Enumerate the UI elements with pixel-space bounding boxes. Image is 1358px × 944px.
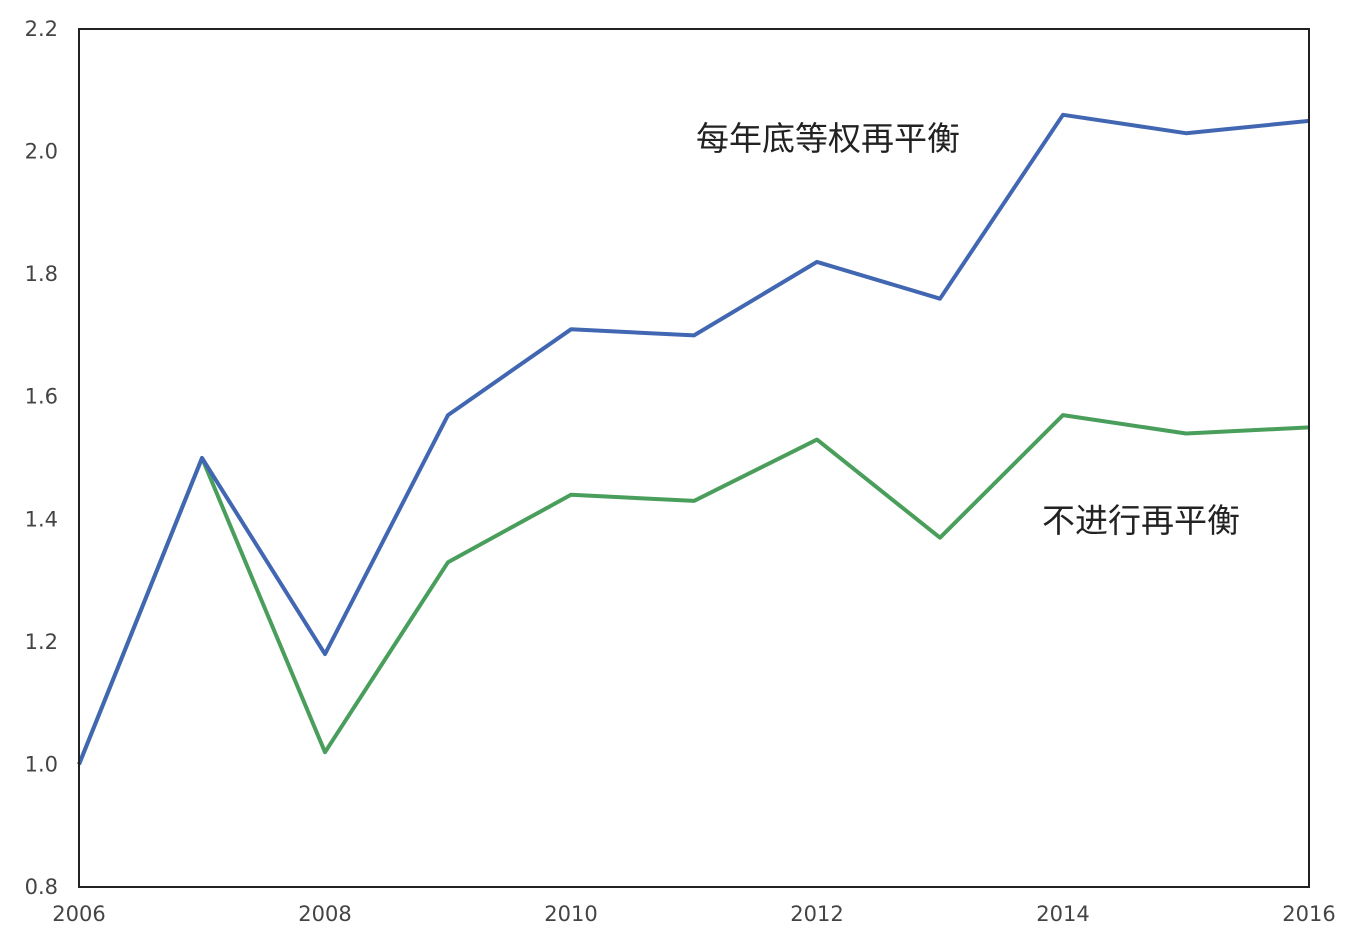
y-tick-label: 0.8 bbox=[25, 875, 58, 899]
x-tick-label: 2016 bbox=[1282, 902, 1335, 926]
series-label-rebalance: 每年底等权再平衡 bbox=[696, 119, 960, 158]
y-tick-label: 2.2 bbox=[25, 17, 58, 41]
series-lines bbox=[77, 112, 1310, 766]
x-tick-label: 2008 bbox=[298, 902, 351, 926]
y-tick-label: 1.6 bbox=[25, 385, 58, 409]
y-tick-label: 2.0 bbox=[25, 140, 58, 164]
series-label-no-rebalance: 不进行再平衡 bbox=[1042, 501, 1240, 540]
plot-area-frame bbox=[78, 28, 1310, 888]
y-tick-label: 1.4 bbox=[25, 507, 58, 531]
y-tick-label: 1.2 bbox=[25, 630, 58, 654]
y-tick-label: 1.8 bbox=[25, 262, 58, 286]
series-line-rebalance bbox=[77, 112, 1310, 766]
y-axis-ticks: 0.8 1.0 1.2 1.4 1.6 1.8 2.0 2.2 bbox=[25, 17, 58, 899]
x-tick-label: 2012 bbox=[790, 902, 843, 926]
x-axis-ticks: 2006 2008 2010 2012 2014 2016 bbox=[52, 902, 1335, 926]
x-tick-label: 2014 bbox=[1036, 902, 1089, 926]
series-line-no-rebalance bbox=[77, 413, 1310, 766]
x-tick-label: 2006 bbox=[52, 902, 105, 926]
x-tick-label: 2010 bbox=[544, 902, 597, 926]
y-tick-label: 1.0 bbox=[25, 752, 58, 776]
